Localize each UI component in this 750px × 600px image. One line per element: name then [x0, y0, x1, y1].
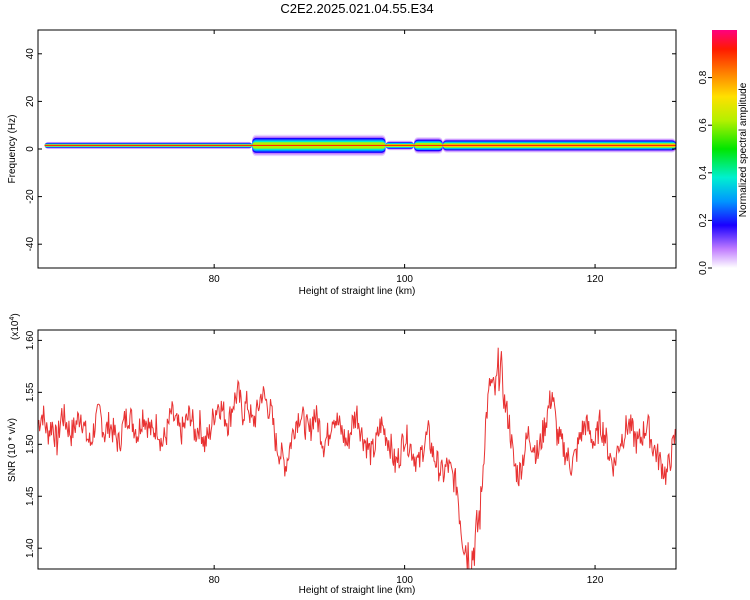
- snr-series-line: [38, 347, 676, 569]
- spectrogram-x-tick-label-1: 100: [396, 274, 413, 285]
- colorbar-tick-label-3: 0.6: [698, 118, 709, 132]
- snr-multiplier-close: ): [10, 313, 21, 316]
- snr-y-tick-label-0: 1.40: [25, 538, 36, 558]
- colorbar-ticks: 0.0 0.2 0.4 0.6 0.8: [698, 70, 712, 275]
- spectrogram-x-label: Height of straight line (km): [299, 286, 416, 297]
- spectrogram-x-ticks: 80 100 120: [209, 30, 604, 285]
- snr-y-tick-label-1: 1.45: [25, 486, 36, 506]
- snr-x-label: Height of straight line (km): [299, 585, 416, 596]
- colorbar-tick-label-4: 0.8: [698, 70, 709, 84]
- spectrogram-y-ticks: -40 -20 0 20 40: [25, 48, 676, 252]
- snr-multiplier-base: (x10: [10, 320, 21, 340]
- colorbar-tick-label-1: 0.2: [698, 213, 709, 227]
- spectrogram-band: [44, 134, 676, 157]
- colorbar-label: Normalized spectral amplitude: [738, 82, 749, 217]
- spectrogram-panel: 80 100 120 -40 -20 0 20 40 Height of straight …: [7, 29, 677, 297]
- snr-panel: 80 100 120 1.40 1.45 1.50 1.55 1.60 Height of …: [7, 313, 677, 596]
- svg-text:(x104): (x104): [9, 313, 21, 340]
- snr-y-tick-label-3: 1.55: [25, 382, 36, 402]
- colorbar-tick-label-2: 0.4: [698, 165, 709, 179]
- snr-y-ticks: 1.40 1.45 1.50 1.55 1.60: [25, 330, 676, 558]
- spectrogram-y-tick-label-3: 20: [25, 95, 36, 107]
- spectrogram-y-label: Frequency (Hz): [7, 115, 18, 184]
- spectrogram-y-tick-label-4: 40: [25, 48, 36, 60]
- snr-y-tick-label-4: 1.60: [25, 330, 36, 350]
- snr-multiplier: (x104): [9, 313, 21, 340]
- snr-frame: [37, 329, 677, 570]
- snr-y-label: SNR (10 * v/v): [7, 418, 18, 482]
- snr-x-tick-label-2: 120: [587, 575, 604, 586]
- snr-x-tick-label-0: 80: [209, 575, 221, 586]
- snr-y-tick-label-2: 1.50: [25, 434, 36, 454]
- spectrogram-x-tick-label-2: 120: [587, 274, 604, 285]
- snr-x-tick-label-1: 100: [396, 575, 413, 586]
- figure-title: C2E2.2025.021.04.55.E34: [280, 1, 433, 16]
- spectrogram-y-tick-label-2: 0: [25, 146, 36, 152]
- colorbar-tick-label-0: 0.0: [698, 261, 709, 275]
- spectrogram-x-tick-label-0: 80: [209, 274, 221, 285]
- spectrogram-y-tick-label-1: -20: [25, 189, 36, 204]
- colorbar: 0.0 0.2 0.4 0.6 0.8 Normalized spectral ampl…: [698, 30, 749, 275]
- snr-multiplier-exp: 4: [9, 317, 16, 321]
- spectrogram-y-tick-label-0: -40: [25, 237, 36, 252]
- snr-x-ticks: 80 100 120: [209, 330, 604, 586]
- colorbar-gradient: [712, 30, 737, 268]
